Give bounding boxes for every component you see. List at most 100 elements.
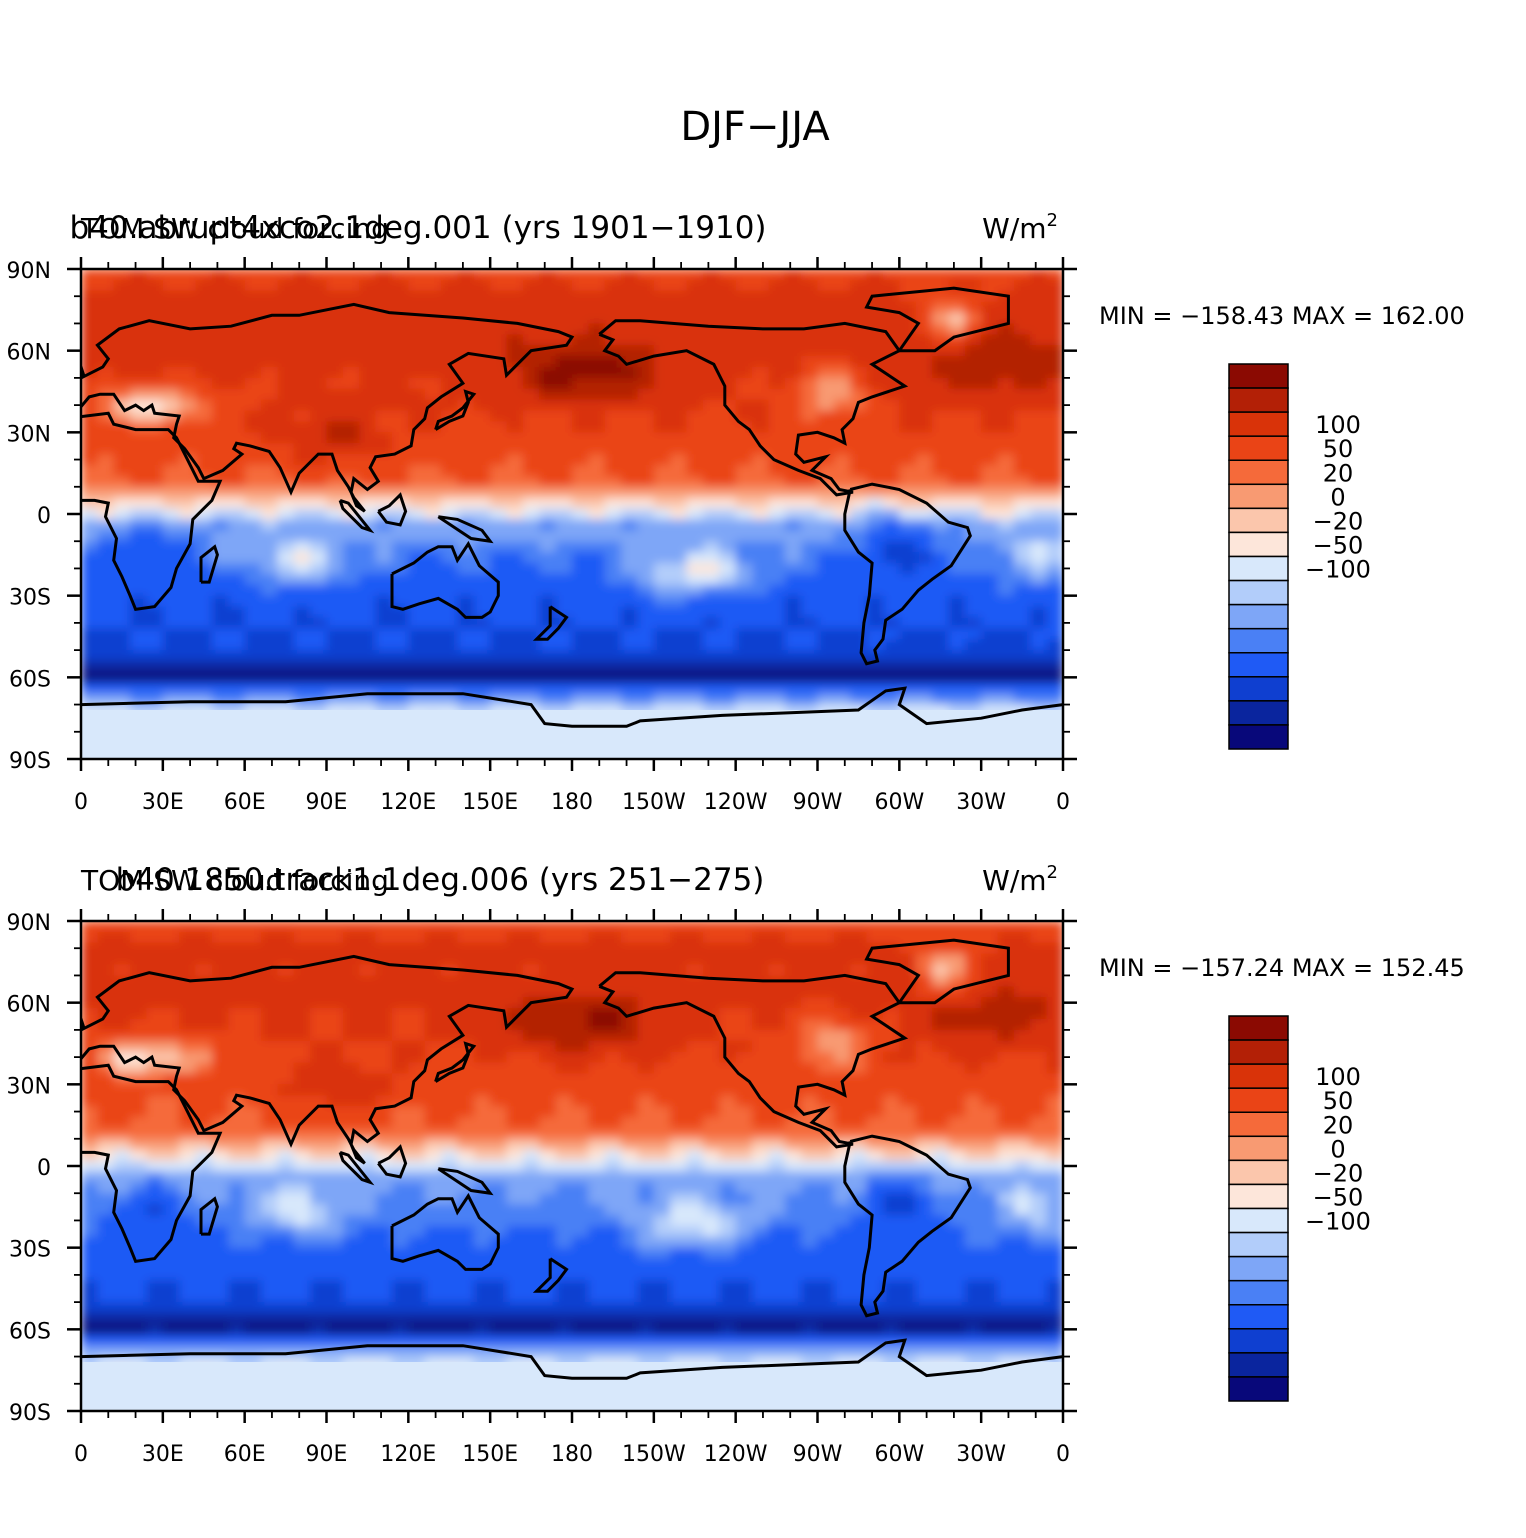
field-cell bbox=[457, 693, 475, 706]
field-cell bbox=[359, 269, 377, 281]
field-cell bbox=[1013, 975, 1032, 988]
field-cell bbox=[162, 486, 180, 499]
field-cell bbox=[964, 1149, 982, 1162]
field-cell bbox=[359, 1051, 377, 1064]
field-cell bbox=[277, 1019, 295, 1031]
field-cell bbox=[211, 486, 230, 499]
field-cell bbox=[261, 269, 279, 281]
field-cell bbox=[1046, 1182, 1063, 1195]
field-cell bbox=[326, 530, 344, 543]
field-cell bbox=[915, 606, 933, 619]
field-cell bbox=[735, 661, 753, 673]
field-cell bbox=[293, 497, 311, 510]
field-cell bbox=[424, 1138, 442, 1151]
field-cell bbox=[522, 388, 541, 401]
field-cell bbox=[408, 1204, 426, 1216]
field-cell bbox=[653, 975, 671, 988]
field-cell bbox=[375, 1008, 393, 1020]
field-cell bbox=[866, 454, 884, 466]
field-cell bbox=[850, 1215, 868, 1227]
field-cell bbox=[719, 508, 737, 521]
field-cell bbox=[1013, 1138, 1032, 1151]
field-cell bbox=[293, 334, 311, 347]
field-cell bbox=[162, 1117, 180, 1129]
field-cell bbox=[162, 279, 180, 292]
field-cell bbox=[653, 1149, 671, 1162]
field-cell bbox=[604, 1204, 622, 1216]
field-cell bbox=[179, 1280, 197, 1293]
field-cell bbox=[506, 388, 524, 401]
field-cell bbox=[702, 432, 721, 445]
field-cell bbox=[817, 530, 835, 543]
field-cell bbox=[522, 671, 541, 684]
field-cell bbox=[752, 1019, 770, 1031]
field-cell bbox=[293, 1019, 311, 1031]
field-cell bbox=[670, 942, 688, 955]
field-cell bbox=[621, 497, 639, 510]
field-cell bbox=[506, 279, 524, 292]
field-cell bbox=[997, 1117, 1015, 1129]
field-cell bbox=[964, 443, 982, 455]
field-cell bbox=[866, 541, 884, 553]
field-cell bbox=[801, 671, 819, 684]
field-cell bbox=[915, 1171, 933, 1184]
field-cell bbox=[146, 671, 164, 684]
field-cell bbox=[211, 454, 230, 466]
field-cell bbox=[768, 1171, 786, 1184]
field-cell bbox=[801, 997, 819, 1009]
field-cell bbox=[375, 573, 393, 586]
field-cell bbox=[522, 454, 541, 466]
field-cell bbox=[899, 497, 917, 510]
field-cell bbox=[424, 323, 442, 336]
field-cell bbox=[506, 1302, 524, 1314]
field-cell bbox=[604, 639, 622, 651]
field-cell bbox=[326, 1040, 344, 1053]
field-cell bbox=[457, 639, 475, 651]
field-cell bbox=[621, 931, 639, 944]
field-cell bbox=[882, 1160, 901, 1173]
field-cell bbox=[146, 650, 164, 662]
field-cell bbox=[833, 1040, 852, 1053]
field-cell bbox=[686, 986, 704, 999]
field-cell bbox=[752, 639, 770, 651]
field-cell bbox=[915, 671, 933, 684]
field-cell bbox=[948, 931, 966, 944]
field-cell bbox=[981, 530, 999, 543]
field-cell bbox=[1013, 661, 1032, 673]
field-cell bbox=[179, 1040, 197, 1053]
field-cell bbox=[1030, 1247, 1048, 1260]
field-cell bbox=[833, 1225, 852, 1238]
field-cell bbox=[997, 1225, 1015, 1238]
field-cell bbox=[408, 345, 426, 357]
field-cell bbox=[555, 1247, 573, 1260]
field-cell bbox=[424, 563, 442, 575]
field-cell bbox=[162, 475, 180, 488]
field-cell bbox=[653, 541, 671, 553]
field-cell bbox=[637, 650, 655, 662]
field-cell bbox=[506, 964, 524, 977]
colorbar-label: 20 bbox=[1323, 459, 1354, 487]
field-cell bbox=[162, 443, 180, 455]
field-cell bbox=[801, 1084, 819, 1097]
field-cell bbox=[915, 563, 933, 575]
field-cell bbox=[310, 388, 328, 401]
field-cell bbox=[342, 606, 361, 619]
field-cell bbox=[179, 508, 197, 521]
field-cell bbox=[162, 465, 180, 477]
field-cell bbox=[277, 465, 295, 477]
field-cell bbox=[97, 475, 115, 488]
field-cell bbox=[506, 997, 524, 1009]
field-cell bbox=[1046, 1062, 1063, 1075]
field-cell bbox=[81, 1215, 99, 1227]
field-cell bbox=[1046, 584, 1063, 597]
field-cell bbox=[670, 628, 688, 641]
field-cell bbox=[670, 519, 688, 532]
field-cell bbox=[752, 1258, 770, 1271]
field-cell bbox=[179, 1258, 197, 1271]
field-cell bbox=[637, 1269, 655, 1282]
field-cell bbox=[915, 1106, 933, 1118]
field-cell bbox=[833, 345, 852, 357]
field-cell bbox=[686, 921, 704, 933]
field-cell bbox=[195, 367, 213, 379]
field-cell bbox=[506, 606, 524, 619]
